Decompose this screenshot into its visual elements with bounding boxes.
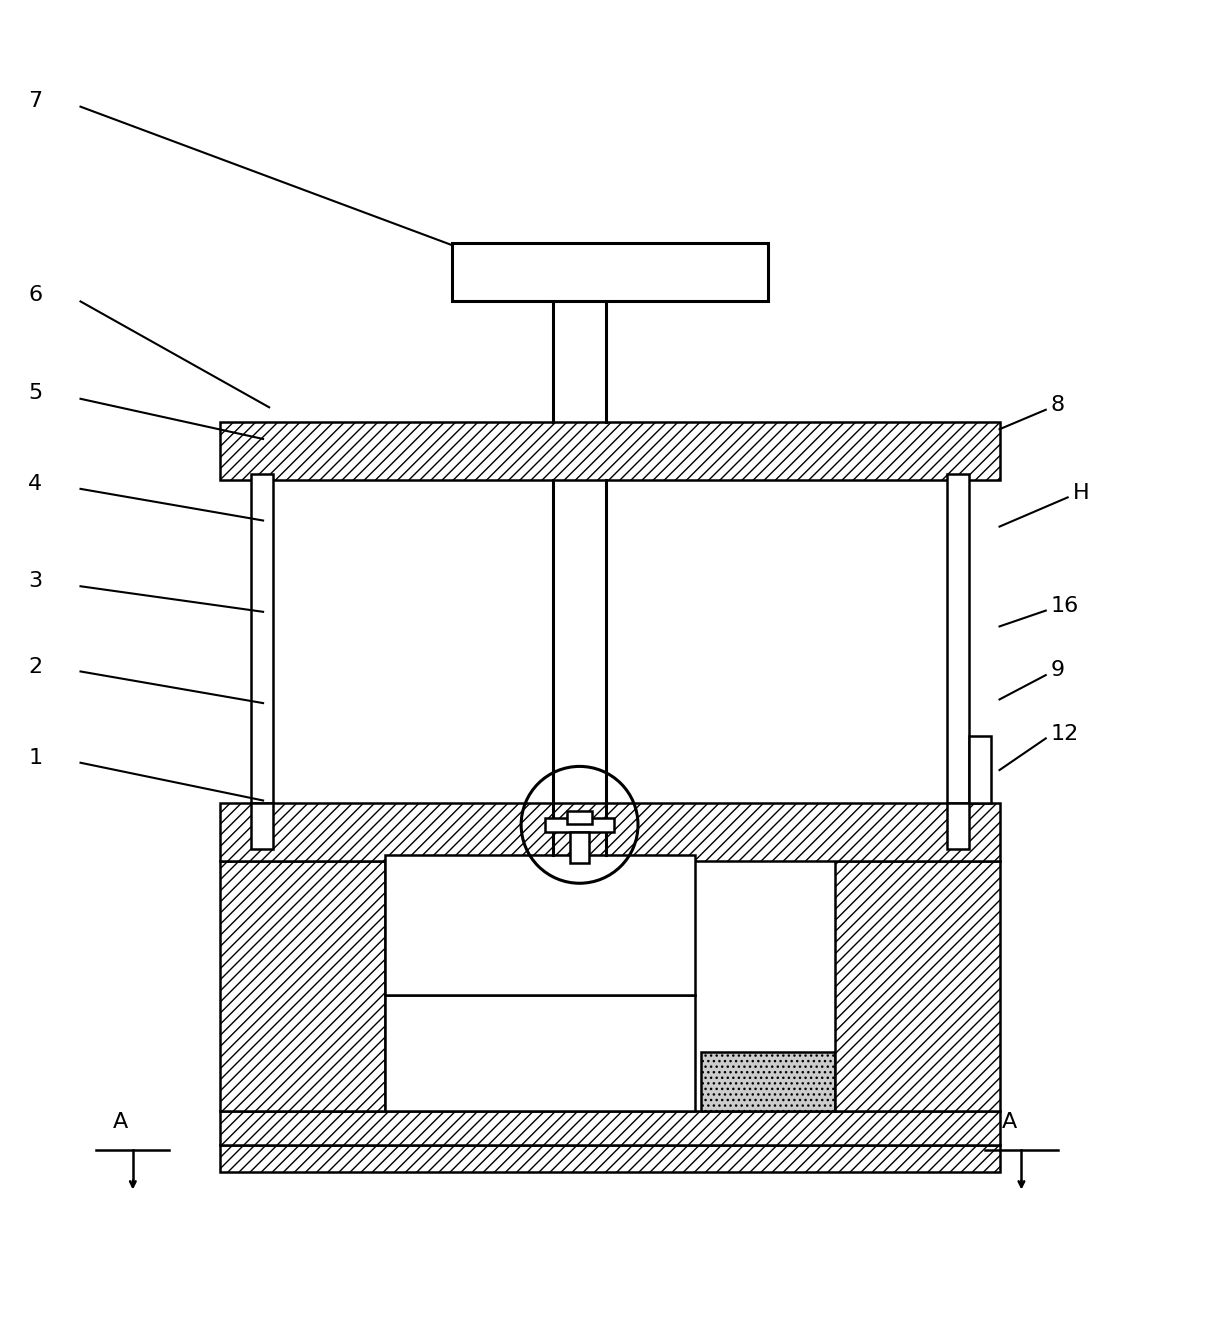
Bar bbox=[221, 421, 999, 481]
Text: 5: 5 bbox=[28, 383, 43, 403]
Text: 1: 1 bbox=[28, 748, 43, 768]
Bar bbox=[545, 818, 614, 832]
Bar bbox=[221, 861, 384, 1111]
Bar bbox=[836, 861, 999, 1111]
Text: 3: 3 bbox=[28, 572, 43, 592]
Bar bbox=[567, 811, 592, 823]
Bar bbox=[251, 803, 273, 849]
Bar bbox=[702, 1053, 836, 1111]
Text: A: A bbox=[1002, 1111, 1017, 1132]
Bar bbox=[947, 803, 969, 849]
Bar bbox=[571, 832, 589, 863]
Text: A: A bbox=[113, 1111, 128, 1132]
Bar bbox=[384, 855, 695, 995]
Text: 8: 8 bbox=[1050, 395, 1065, 415]
Text: H: H bbox=[1072, 482, 1089, 502]
Bar bbox=[221, 1145, 999, 1172]
Text: 6: 6 bbox=[28, 285, 43, 305]
Bar bbox=[221, 1111, 999, 1145]
Text: 16: 16 bbox=[1050, 596, 1078, 616]
Text: 12: 12 bbox=[1050, 724, 1078, 744]
Bar bbox=[384, 995, 695, 1111]
Bar bbox=[947, 474, 969, 803]
Text: 9: 9 bbox=[1050, 660, 1065, 680]
Bar bbox=[969, 736, 991, 803]
Text: 7: 7 bbox=[28, 91, 43, 111]
Text: 4: 4 bbox=[28, 474, 43, 494]
Bar bbox=[245, 1053, 378, 1111]
Bar bbox=[251, 474, 273, 803]
Text: 2: 2 bbox=[28, 657, 43, 676]
Bar bbox=[451, 243, 769, 301]
Bar bbox=[221, 803, 999, 861]
